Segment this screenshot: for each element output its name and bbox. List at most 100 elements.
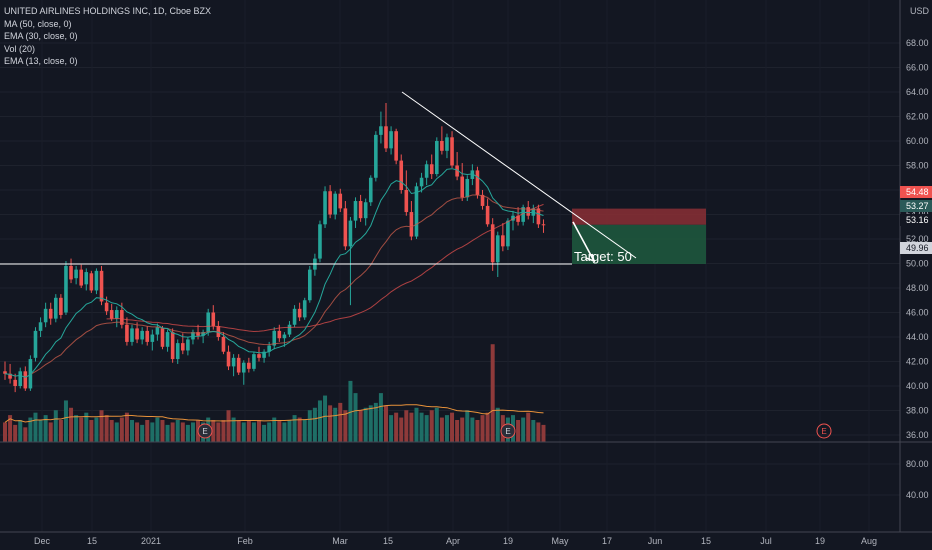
candle-body <box>511 215 515 221</box>
candle-body <box>302 300 307 318</box>
volume-bar <box>130 420 134 442</box>
drawn-lines <box>0 91 637 265</box>
volume-bar <box>302 420 307 442</box>
volume-bar <box>150 422 155 442</box>
volume-tick-label: 80.00 <box>906 459 929 469</box>
candle-body <box>485 205 490 225</box>
candle-body <box>465 178 470 198</box>
candle-body <box>368 177 373 203</box>
volume-bar <box>13 424 18 442</box>
earnings-marker <box>816 423 832 439</box>
candle-body <box>231 357 236 367</box>
candle-body <box>495 235 500 263</box>
volume-bar <box>69 407 74 442</box>
candle-body <box>501 235 505 247</box>
currency-label: USD <box>910 6 930 16</box>
y-tick-label: 36.00 <box>906 430 929 440</box>
candle-body <box>109 310 114 319</box>
x-tick-label: Mar <box>332 536 348 546</box>
descending-trendline <box>401 91 637 259</box>
volume-bar <box>480 415 485 442</box>
earnings-marker-label: E <box>202 427 207 436</box>
stop-loss-zone <box>572 208 706 225</box>
volume-bar <box>470 417 475 442</box>
trade-zones <box>572 208 706 264</box>
legend-ema30[interactable]: EMA (30, close, 0) <box>4 31 78 41</box>
volume-bar <box>251 422 256 442</box>
volume-bar <box>145 420 150 442</box>
candle-body <box>541 224 546 226</box>
indicator-legend: UNITED AIRLINES HOLDINGS INC, 1D, Cboe B… <box>4 5 211 68</box>
candle-body <box>43 308 48 323</box>
volume-bar <box>124 412 129 442</box>
y-tick-label: 64.00 <box>906 87 929 97</box>
x-tick-label: Jun <box>648 536 663 546</box>
volume-bar <box>353 393 358 442</box>
candle-body <box>135 328 139 340</box>
y-tick-label: 66.00 <box>906 63 929 73</box>
volume-bar <box>348 380 353 442</box>
volume-bar <box>109 420 114 442</box>
earnings-marker-label: E <box>821 427 826 436</box>
grid-lines <box>0 42 900 496</box>
candle-body <box>277 330 282 339</box>
candle-body <box>287 324 292 335</box>
volume-bar <box>272 417 277 442</box>
x-tick-label: 15 <box>87 536 97 546</box>
volume-bar <box>53 410 58 442</box>
volume-bar <box>414 407 419 442</box>
ma50-line <box>106 203 544 333</box>
candle-body <box>181 343 185 351</box>
volume-bar <box>384 405 388 442</box>
candle-body <box>267 345 271 352</box>
volume-bar <box>490 344 495 442</box>
symbol-title[interactable]: UNITED AIRLINES HOLDINGS INC, 1D, Cboe B… <box>4 6 212 16</box>
candle-body <box>54 297 58 319</box>
volume-bar <box>155 417 160 442</box>
volume-bar <box>541 424 546 442</box>
volume-bar <box>8 415 13 442</box>
volume-bar <box>455 420 460 442</box>
volume-bar <box>23 427 28 442</box>
y-tick-label: 38.00 <box>906 406 929 416</box>
volume-bar <box>526 412 531 442</box>
earnings-marker <box>197 423 213 439</box>
candle-body <box>84 272 89 285</box>
x-tick-label: 19 <box>503 536 513 546</box>
profit-target-zone <box>572 224 706 264</box>
y-tick-label: 46.00 <box>906 308 929 318</box>
candle-body <box>521 207 525 222</box>
candle-body <box>160 328 165 347</box>
price-label-text: 49.96 <box>906 243 929 253</box>
candle-body <box>120 310 124 325</box>
candle-body <box>130 328 134 342</box>
price-label-text: 53.16 <box>906 215 929 225</box>
candle-body <box>226 351 231 367</box>
volume-bar <box>221 420 226 442</box>
volume-average-line <box>4 404 544 423</box>
target-annotation: Target: 50 <box>574 249 632 264</box>
candle-body <box>28 359 33 389</box>
candle-body <box>374 134 378 178</box>
candle-body <box>272 330 277 346</box>
candle-body <box>414 186 419 237</box>
candle-body <box>201 332 205 336</box>
x-tick-label: Apr <box>446 536 460 546</box>
candle-body <box>69 265 73 280</box>
candle-body <box>99 270 104 302</box>
volume-bar <box>399 417 404 442</box>
candle-body <box>338 193 343 209</box>
legend-ma[interactable]: MA (50, close, 0) <box>4 18 72 29</box>
price-labels: 54.48 53.27 53.16 49.96 <box>900 186 932 254</box>
legend-ema13[interactable]: EMA (13, close, 0) <box>4 56 78 66</box>
legend-vol[interactable]: Vol (20) <box>4 43 36 54</box>
volume-bar <box>241 422 246 442</box>
volume-bar <box>378 393 383 442</box>
candle-body <box>247 362 251 369</box>
volume-bar <box>444 415 449 442</box>
candle-body <box>297 308 302 318</box>
candle-body <box>379 126 383 135</box>
candle-body <box>33 330 38 358</box>
volume-bar <box>63 400 68 442</box>
